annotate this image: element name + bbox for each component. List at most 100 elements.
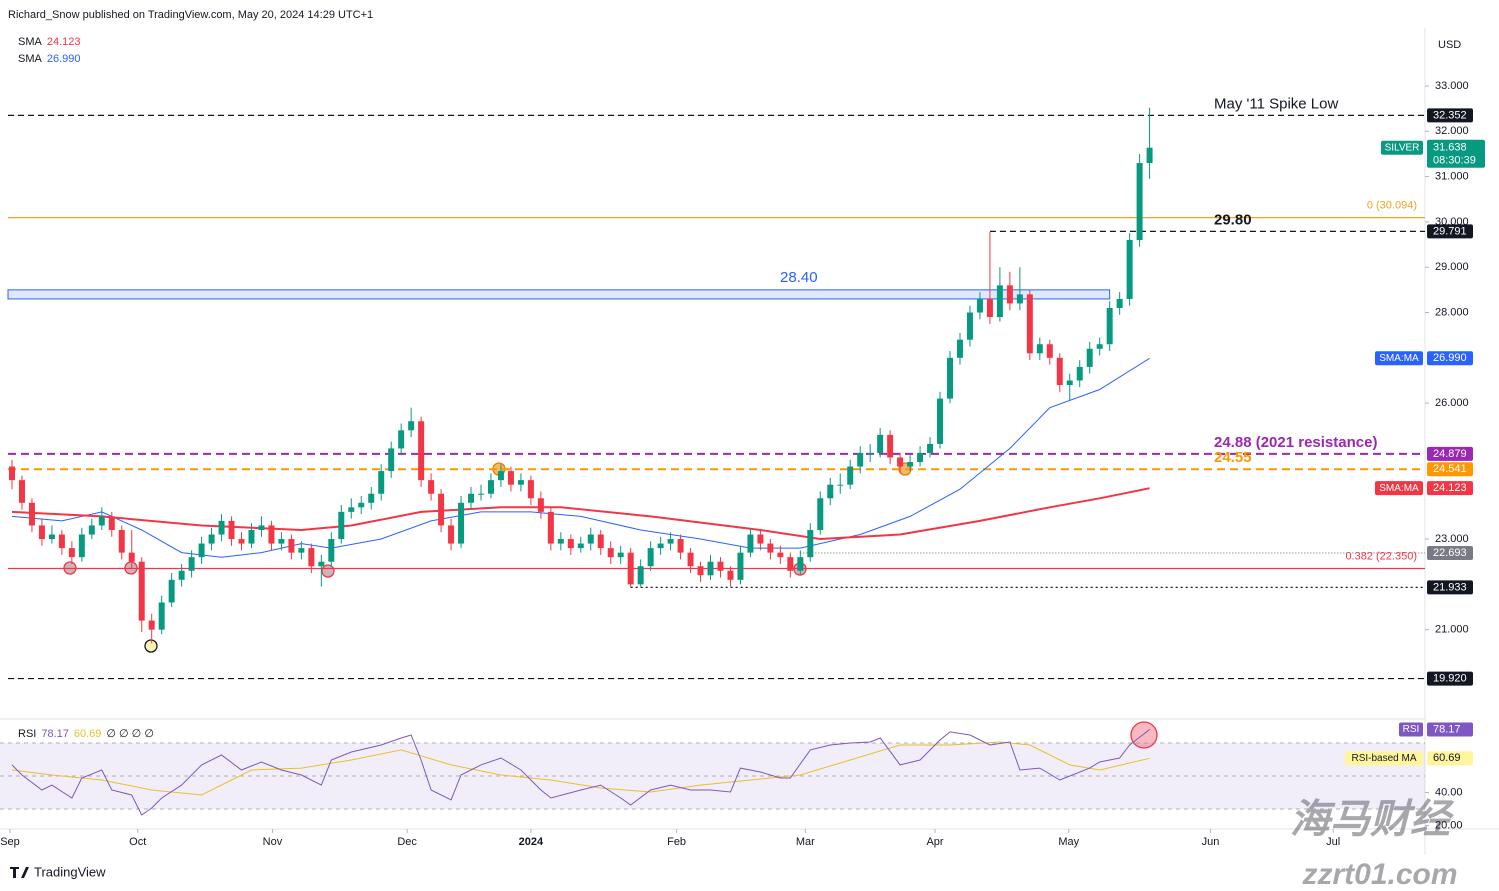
candle-body <box>318 561 325 567</box>
candle-body <box>907 462 914 467</box>
legend-text: 60.69 <box>74 728 102 740</box>
legend: SMA 24.123 <box>18 36 81 48</box>
price-tag: 24.879 <box>1433 448 1467 460</box>
candle-body <box>88 525 95 535</box>
x-tick-label: Dec <box>397 836 417 848</box>
candle-body <box>388 448 395 472</box>
price-tag-box <box>1427 224 1473 239</box>
y-tick-label: 28.000 <box>1435 306 1469 318</box>
x-tick-label: Oct <box>129 836 146 848</box>
legend: RSI 78.17 60.69 ∅ ∅ ∅ ∅ <box>18 728 154 740</box>
candle-body <box>358 502 365 508</box>
candle-body <box>1006 285 1013 304</box>
candle-body <box>198 543 205 558</box>
candle-body <box>817 498 824 530</box>
candle-body <box>767 543 774 553</box>
candle-body <box>587 534 594 544</box>
price-tag: 29.791 <box>1433 225 1467 237</box>
rsi-tick-label: 20.00 <box>1435 819 1463 831</box>
price-tag-box <box>1427 580 1473 595</box>
candle-body <box>567 539 574 549</box>
candle-body <box>847 466 854 485</box>
candle-body <box>1106 307 1113 345</box>
candle-body <box>228 520 235 540</box>
candle-body <box>468 493 475 503</box>
price-tag-box <box>1427 139 1485 168</box>
legend-text: SMA <box>18 53 43 65</box>
candle-body <box>947 357 953 399</box>
price-tag: 32.352 <box>1433 109 1467 121</box>
candle-body <box>308 548 315 567</box>
price-tag-box <box>1427 722 1473 737</box>
x-tick-label: 2024 <box>519 836 544 848</box>
price-tag: 78.17 <box>1433 723 1461 735</box>
candle-body <box>148 620 155 630</box>
candle-body <box>986 298 993 318</box>
marker <box>144 639 158 653</box>
candle-body <box>1126 240 1133 299</box>
level-label: 29.80 <box>1214 211 1252 228</box>
tag-box <box>1375 351 1423 366</box>
candle-body <box>607 548 614 558</box>
y-tick-label: 26.000 <box>1435 397 1469 409</box>
candle-body <box>268 525 275 544</box>
footer: TradingView <box>10 864 106 879</box>
y-tick-label: 32.000 <box>1435 125 1469 137</box>
price-tag: 19.920 <box>1433 672 1467 684</box>
ma-line <box>11 357 1150 558</box>
candle-body <box>1086 348 1093 367</box>
candle-body <box>438 493 445 526</box>
candle-body <box>1116 298 1123 308</box>
candle-body <box>138 561 145 621</box>
legend: SMA 26.990 <box>18 53 81 65</box>
header: Richard_Snow published on TradingView.co… <box>8 9 373 21</box>
candle-body <box>78 534 85 558</box>
y-tick-label: 31.000 <box>1435 171 1469 183</box>
candle-body <box>737 552 744 580</box>
candle-body <box>128 552 135 562</box>
candle-body <box>727 570 734 580</box>
level-label: 24.88 (2021 resistance) <box>1214 434 1377 451</box>
currency: USD <box>1438 39 1461 51</box>
rsi-ma-line <box>11 741 1150 796</box>
candle-body <box>208 534 215 544</box>
level-label: 24.55 <box>1214 449 1252 466</box>
candle-body <box>1016 294 1023 304</box>
price-tag-box <box>1427 446 1473 461</box>
candle-body <box>617 552 624 558</box>
candle-body <box>757 534 764 544</box>
logo <box>10 867 29 878</box>
marker <box>1130 721 1158 749</box>
candle-body <box>478 493 484 495</box>
candle-body <box>1076 366 1083 381</box>
candle-body <box>348 507 355 512</box>
candle-body <box>797 557 804 571</box>
candle-body <box>1066 380 1073 386</box>
level-label: May '11 Spike Low <box>1214 95 1338 112</box>
y-tick-label: 23.000 <box>1435 533 1469 545</box>
price-tag-box <box>1427 751 1473 766</box>
candle-body <box>877 434 884 453</box>
x-tick-label: Jul <box>1326 836 1340 848</box>
candle-body <box>497 471 504 481</box>
price-tag: 21.933 <box>1433 581 1467 593</box>
legend-text: 24.123 <box>47 36 81 48</box>
x-tick-label: Apr <box>926 836 943 848</box>
candle-body <box>448 525 455 544</box>
candle-body <box>28 502 35 526</box>
candle-body <box>288 539 295 553</box>
candle-body <box>298 548 305 553</box>
price-tag-box <box>1427 545 1473 560</box>
tag-text: SMA:MA <box>1379 353 1419 364</box>
candle-body <box>667 539 674 544</box>
candle-body <box>398 430 405 449</box>
candle-body <box>956 339 963 358</box>
candle-body <box>996 285 1003 318</box>
candle-body <box>1046 344 1053 358</box>
rsi-line <box>11 729 1150 816</box>
price-tag-box <box>1427 671 1473 686</box>
x-tick-label: Nov <box>263 836 283 848</box>
candle-body <box>38 525 45 540</box>
x-tick-label: Mar <box>796 836 815 848</box>
candle-body <box>1036 344 1043 354</box>
